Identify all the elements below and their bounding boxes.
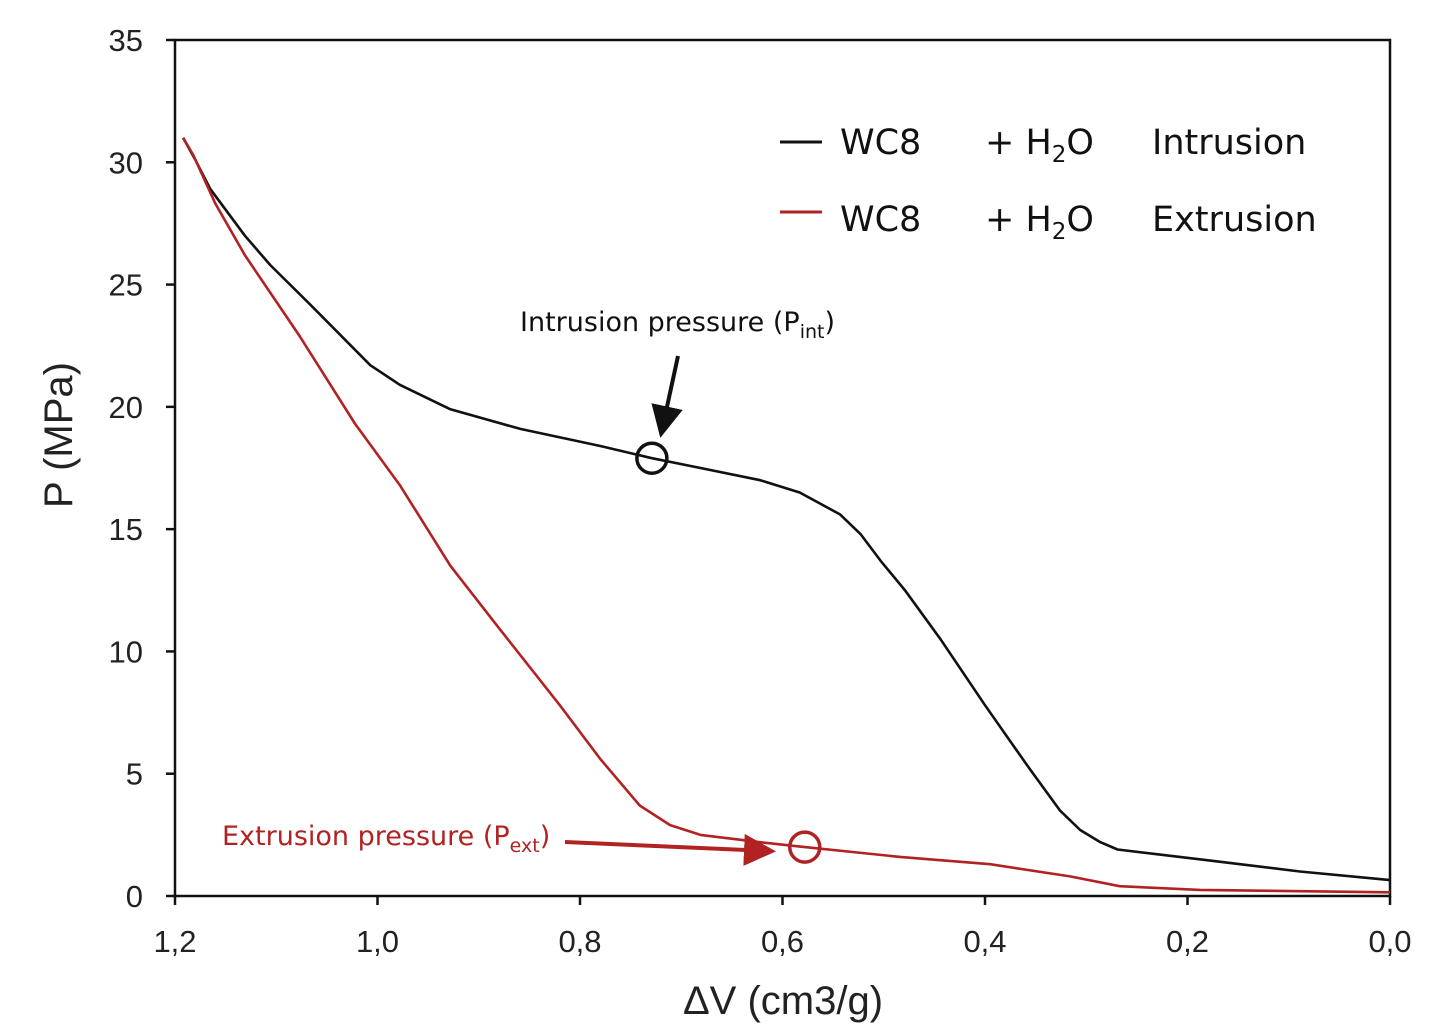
- y-tick-label: 30: [109, 145, 143, 180]
- annotation-markers: [635, 441, 822, 864]
- y-tick-label: 35: [109, 23, 143, 58]
- x-tick-label: 0,0: [1368, 924, 1411, 959]
- annotation-circle-0: [635, 441, 669, 475]
- annotation-circle-1: [788, 830, 822, 864]
- x-tick-label: 1,2: [153, 924, 196, 959]
- y-tick-label: 5: [126, 757, 143, 792]
- annotation-extrusion-pressure: Extrusion pressure (Pext): [222, 821, 550, 857]
- plot-frame: [173, 38, 1392, 898]
- x-axis-ticks: 1,2 1,0 0,8 0,6 0,4 0,2 0,0: [153, 896, 1412, 959]
- annotation-arrow-intrusion: [651, 355, 683, 438]
- series-line-extrusion: [181, 137, 1391, 894]
- y-tick-label: 10: [109, 634, 143, 669]
- x-tick-label: 0,2: [1166, 924, 1209, 959]
- x-axis-label: ΔV (cm3/g): [683, 979, 883, 1023]
- y-tick-label: 25: [109, 268, 143, 303]
- x-tick-label: 1,0: [356, 924, 399, 959]
- x-tick-label: 0,6: [761, 924, 804, 959]
- y-tick-label: 0: [126, 879, 143, 914]
- series-group: [181, 137, 1391, 894]
- x-tick-label: 0,4: [963, 924, 1006, 959]
- legend-medium-extrusion: + H2O: [985, 200, 1094, 245]
- y-tick-label: 15: [109, 512, 143, 547]
- series-line-intrusion: [181, 137, 1391, 882]
- legend-label-extrusion: Extrusion: [1152, 200, 1317, 240]
- annotation-intrusion-pressure: Intrusion pressure (Pint): [520, 307, 835, 343]
- x-tick-label: 0,8: [558, 924, 601, 959]
- legend-label-intrusion: Intrusion: [1152, 123, 1306, 163]
- y-tick-label: 20: [109, 390, 143, 425]
- legend-sample-extrusion: WC8: [840, 200, 921, 240]
- y-axis-ticks: 0 5 10 15 20 25 30 35: [109, 23, 175, 914]
- legend-sample-intrusion: WC8: [840, 123, 921, 163]
- annotation-arrow-extrusion: [564, 833, 776, 866]
- legend-medium-intrusion: + H2O: [985, 123, 1094, 168]
- y-axis-label: P (MPa): [37, 362, 81, 508]
- legend: WC8 + H2O Intrusion WC8 + H2O Extrusion: [780, 123, 1317, 245]
